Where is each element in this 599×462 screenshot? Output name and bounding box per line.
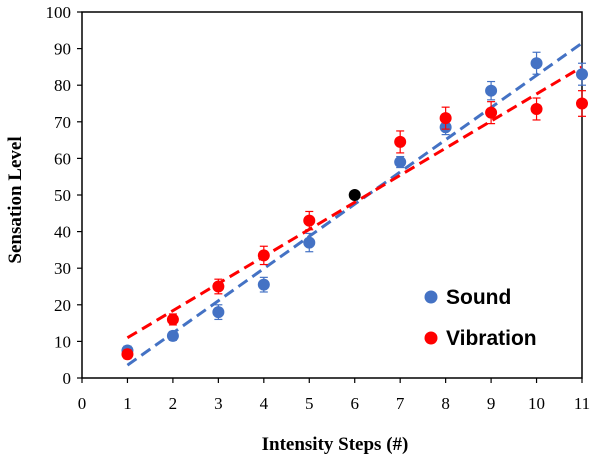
legend-label-vibration: Vibration: [446, 327, 537, 350]
vibration-point: [303, 214, 316, 227]
x-tick-label: 1: [123, 394, 132, 413]
plot-area: [81, 11, 583, 379]
plot-frame: [81, 11, 583, 379]
x-tick-label: 10: [528, 394, 545, 413]
y-tick-label: 50: [54, 186, 71, 205]
sound-point: [576, 68, 588, 81]
sound-point: [257, 278, 270, 291]
legend-marker-sound: [424, 290, 438, 304]
trendline-vibration: [126, 65, 583, 340]
sound-point: [485, 84, 498, 97]
legend: Sound Vibration: [424, 286, 537, 350]
sound-point: [166, 329, 179, 342]
axes: 0 10 20 30 40 50 60 70 80 90 100 0 1 2 3 4 5 6 7 8 9 10 11: [46, 3, 591, 413]
vibration-point: [257, 249, 270, 262]
sound-point: [212, 306, 225, 319]
x-tick-label: 8: [441, 394, 450, 413]
x-tick-label: 11: [574, 394, 590, 413]
x-tick-label: 2: [169, 394, 178, 413]
x-tick-label: 7: [396, 394, 405, 413]
y-axis-title: Sensation Level: [5, 136, 26, 263]
x-tick-label: 5: [305, 394, 314, 413]
vibration-point: [121, 348, 134, 361]
legend-label-sound: Sound: [446, 286, 511, 309]
vibration-point: [439, 112, 452, 125]
sound-point: [530, 57, 543, 70]
y-tick-label: 40: [54, 223, 71, 242]
y-tick-label: 10: [54, 332, 71, 351]
legend-marker-vibration: [424, 331, 438, 345]
x-tick-label: 3: [214, 394, 223, 413]
y-tick-label: 90: [54, 40, 71, 59]
x-tick-label: 0: [78, 394, 87, 413]
vibration-point: [576, 97, 588, 110]
vibration-point: [485, 106, 498, 119]
x-axis-title: Intensity Steps (#): [262, 434, 409, 455]
vibration-point: [212, 280, 225, 293]
y-tick-label: 80: [54, 76, 71, 95]
x-tick-label: 6: [350, 394, 359, 413]
y-tick-label: 60: [54, 149, 71, 168]
vibration-point: [394, 135, 407, 148]
reference-point: [348, 189, 361, 201]
y-tick-label: 0: [63, 369, 72, 388]
y-tick-label: 20: [54, 296, 71, 315]
trendline-sound: [126, 41, 583, 367]
y-tick-label: 30: [54, 259, 71, 278]
vibration-point: [166, 313, 179, 326]
x-tick-label: 4: [260, 394, 269, 413]
x-tick-label: 9: [487, 394, 496, 413]
sound-point: [303, 236, 316, 249]
y-tick-label: 70: [54, 113, 71, 132]
y-tick-label: 100: [46, 3, 72, 22]
data-layer: [121, 41, 588, 367]
vibration-point: [530, 102, 543, 115]
sound-point: [394, 156, 407, 169]
